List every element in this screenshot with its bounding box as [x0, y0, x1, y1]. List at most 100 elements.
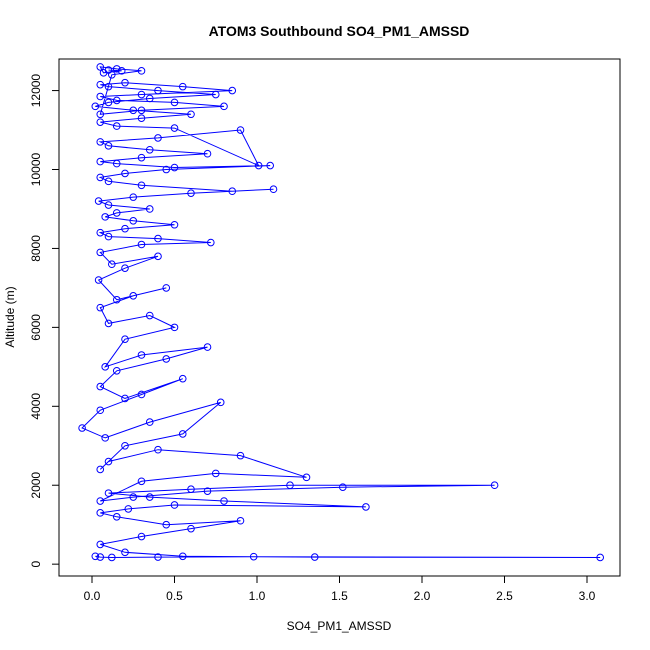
data-point [137, 90, 146, 99]
data-point [145, 493, 154, 501]
data-point [178, 552, 187, 561]
data-point [129, 106, 138, 115]
plot-frame [58, 58, 621, 577]
data-point [162, 165, 171, 174]
data-point [96, 553, 105, 561]
data-point [302, 473, 311, 482]
data-point [96, 63, 105, 71]
data-point [339, 483, 347, 492]
data-point [96, 540, 105, 549]
y-tick-label: 4000 [29, 393, 43, 420]
data-point [129, 193, 138, 201]
x-tick-label: 1.0 [249, 589, 266, 603]
x-tick-label: 2.0 [414, 589, 431, 603]
data-point [236, 451, 245, 460]
data-point [137, 477, 146, 486]
y-tick-label: 12000 [29, 74, 43, 108]
data-point [117, 67, 126, 75]
series-line [81, 66, 601, 559]
data-point [170, 163, 179, 172]
y-tick-label: 6000 [29, 314, 43, 341]
data-point [112, 295, 121, 304]
x-axis-label: SO4_PM1_AMSSD [287, 619, 392, 633]
data-point [104, 489, 113, 497]
data-point [96, 92, 105, 101]
data-point [94, 276, 103, 284]
data-point [96, 248, 105, 257]
data-point [104, 457, 113, 466]
data-point [154, 553, 162, 561]
data-point [108, 553, 116, 562]
data-point [137, 67, 146, 75]
data-point [96, 465, 105, 474]
data-point [96, 228, 105, 237]
data-point [96, 382, 105, 391]
data-point [104, 232, 113, 241]
data-point [121, 78, 129, 87]
data-point [129, 291, 138, 300]
data-point [178, 374, 187, 383]
data-point [154, 134, 162, 142]
data-point [596, 553, 605, 562]
y-tick-label: 8000 [29, 235, 43, 262]
y-axis-label: Altitude (m) [3, 286, 17, 347]
data-point [154, 86, 162, 95]
x-tick-label: 3.0 [579, 589, 596, 603]
chart-title: ATOM3 Southbound SO4_PM1_AMSSD [209, 23, 470, 39]
data-point [170, 220, 179, 229]
data-point [254, 161, 263, 170]
data-point [170, 98, 179, 107]
data-point [145, 205, 154, 213]
data-point [137, 390, 146, 399]
data-point [154, 234, 162, 243]
data-point [220, 497, 228, 505]
data-marks [78, 63, 605, 562]
data-point [121, 441, 129, 450]
data-point [112, 159, 121, 168]
data-point [178, 430, 187, 438]
data-point [112, 96, 121, 105]
data-point [207, 238, 215, 247]
data-point [236, 516, 245, 525]
data-point [266, 161, 275, 170]
data-point [96, 509, 105, 517]
data-point [137, 181, 146, 190]
x-tick-label: 0.5 [166, 589, 183, 603]
data-point [170, 124, 179, 132]
data-point [154, 252, 162, 261]
data-point [96, 110, 105, 119]
data-point [108, 260, 116, 269]
data-point [96, 497, 105, 505]
data-point [137, 532, 146, 541]
data-point [121, 394, 129, 403]
data-point [490, 481, 499, 490]
data-point [129, 493, 138, 501]
data-point [154, 445, 162, 454]
data-point [310, 553, 319, 561]
data-point [178, 82, 187, 91]
data-point [104, 82, 113, 91]
y-tick-label: 2000 [29, 472, 43, 499]
data-point [187, 110, 195, 119]
data-point [91, 552, 100, 561]
data-point [145, 145, 154, 154]
data-point [96, 173, 105, 182]
data-point [96, 80, 105, 89]
data-point [216, 398, 225, 407]
data-point [286, 481, 294, 490]
data-point [137, 240, 146, 249]
data-point [112, 513, 121, 521]
data-point [137, 114, 146, 122]
data-point [101, 213, 109, 221]
data-point [104, 319, 113, 328]
data-point [104, 201, 113, 209]
data-point [121, 548, 129, 557]
data-point [362, 503, 370, 511]
data-point [104, 98, 113, 107]
data-point [121, 224, 129, 233]
y-tick-label: 10000 [29, 152, 43, 186]
axes: 0.0 0.5 1.0 1.5 2.0 2.5 3.0 0 2000 4000 6000 8000 10… [29, 74, 596, 603]
data-point [104, 177, 113, 186]
